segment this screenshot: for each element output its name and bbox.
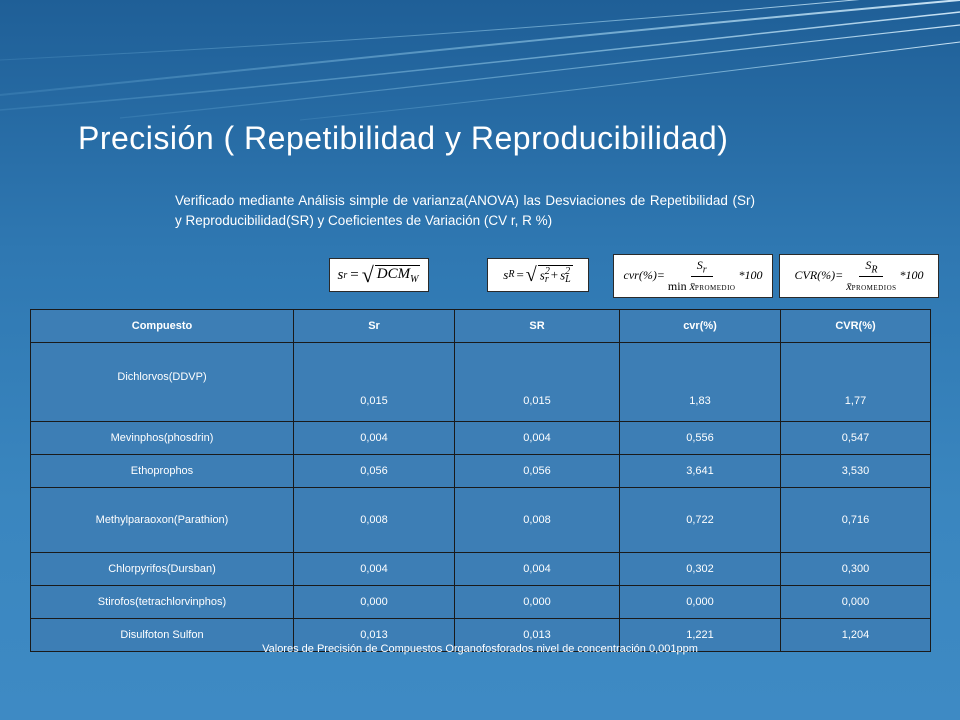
- cell-compound: Chlorpyrifos(Dursban): [30, 552, 294, 586]
- cell-cvr: 0,556: [619, 421, 781, 455]
- cell-sr: 0,004: [293, 552, 455, 586]
- formula-sR-t1-sup: 2: [544, 265, 550, 277]
- cell-sr: 0,008: [293, 487, 455, 553]
- formula-CVR-num-sub: R: [871, 264, 878, 276]
- formula-CVR-den-var: x̄: [846, 279, 852, 294]
- cell-cvr: 0,722: [619, 487, 781, 553]
- cell-SR: 0,004: [454, 421, 620, 455]
- cell-compound: Mevinphos(phosdrin): [30, 421, 294, 455]
- formula-sR-lhs: s: [503, 266, 509, 282]
- cell-sr: 0,000: [293, 585, 455, 619]
- formula-sR-plus: +: [550, 266, 559, 282]
- formula-sR-t2-sup: 2: [565, 265, 571, 277]
- formula-sR-lhs-sub: R: [508, 269, 515, 281]
- formula-sr-eq: =: [350, 266, 359, 283]
- cell-CVR: 3,530: [780, 454, 931, 488]
- formula-CVR-tail: *100: [899, 268, 924, 283]
- slide-subtitle: Verificado mediante Análisis simple de v…: [175, 193, 755, 228]
- header-compuesto: Compuesto: [30, 309, 294, 343]
- formula-cvr: cvr(%)= Sr min x̄PROMEDIO *100: [613, 254, 773, 298]
- cell-CVR: 1,204: [780, 618, 931, 652]
- formula-cvr-num-sub: r: [702, 264, 707, 276]
- table-row: Ethoprophos 0,056 0,056 3,641 3,530: [30, 454, 931, 488]
- cell-compound: Ethoprophos: [30, 454, 294, 488]
- decorative-waves: [0, 0, 960, 121]
- table-row: Mevinphos(phosdrin) 0,004 0,004 0,556 0,…: [30, 421, 931, 455]
- cell-cvr: 1,83: [619, 342, 781, 422]
- formula-cvr-den-note: PROMEDIO: [694, 284, 736, 293]
- formula-CVR-fraction: SR x̄PROMEDIOS: [846, 258, 896, 294]
- formula-sr-radicand: DCM: [376, 266, 411, 282]
- formula-sr-radicand-sub: W: [410, 274, 419, 285]
- cell-cvr: 0,302: [619, 552, 781, 586]
- cell-compound: Disulfoton Sulfon: [30, 618, 294, 652]
- cell-cvr: 0,000: [619, 585, 781, 619]
- cell-CVR: 0,300: [780, 552, 931, 586]
- formula-CVR-den-note: PROMEDIOS: [851, 284, 897, 293]
- table-header-row: Compuesto Sr SR cvr(%) CVR(%): [30, 309, 931, 343]
- slide-title: Precisión ( Repetibilidad y Reproducibil…: [78, 120, 729, 156]
- cell-cvr: 1,221: [619, 618, 781, 652]
- cell-cvr: 3,641: [619, 454, 781, 488]
- cell-sr: 0,013: [293, 618, 455, 652]
- formula-cvr-den-var: x̄: [689, 279, 695, 294]
- precision-table: Compuesto Sr SR cvr(%) CVR(%) Dichlorvos…: [30, 309, 931, 652]
- cell-CVR: 0,716: [780, 487, 931, 553]
- table-row: Stirofos(tetrachlorvinphos) 0,000 0,000 …: [30, 585, 931, 619]
- formula-sR-eq: =: [516, 266, 524, 282]
- header-CVR: CVR(%): [780, 309, 931, 343]
- cell-CVR: 1,77: [780, 342, 931, 422]
- cell-SR: 0,056: [454, 454, 620, 488]
- formula-sR-t2: s: [560, 266, 566, 282]
- formula-CVR: CVR(%)= SR x̄PROMEDIOS *100: [779, 254, 939, 298]
- table-row: Dichlorvos(DDVP) 0,015 0,015 1,83 1,77: [30, 342, 931, 422]
- header-SR: SR: [454, 309, 620, 343]
- formula-cvr-fraction: Sr min x̄PROMEDIO: [668, 258, 736, 294]
- table-row: Chlorpyrifos(Dursban) 0,004 0,004 0,302 …: [30, 552, 931, 586]
- cell-sr: 0,004: [293, 421, 455, 455]
- cell-sr: 0,015: [293, 342, 455, 422]
- formula-sR-t1: s: [539, 266, 545, 282]
- formula-sr-lhs: s: [337, 266, 344, 283]
- table-row: Disulfoton Sulfon 0,013 0,013 1,221 1,20…: [30, 618, 931, 652]
- formula-sr-lhs-sub: r: [343, 269, 348, 281]
- cell-SR: 0,015: [454, 342, 620, 422]
- cell-compound: Dichlorvos(DDVP): [30, 342, 294, 422]
- header-cvr: cvr(%): [619, 309, 781, 343]
- table-caption: Valores de Precisión de Compuestos Organ…: [262, 643, 698, 655]
- formula-CVR-lhs: CVR(%)=: [794, 268, 844, 283]
- header-sr: Sr: [293, 309, 455, 343]
- cell-SR: 0,008: [454, 487, 620, 553]
- formula-CVR-num: S: [865, 257, 872, 272]
- formula-cvr-num: S: [696, 257, 703, 272]
- cell-compound: Methylparaoxon(Parathion): [30, 487, 294, 553]
- formula-cvr-tail: *100: [738, 268, 763, 283]
- cell-sr: 0,056: [293, 454, 455, 488]
- radical-icon: √: [525, 263, 537, 286]
- formula-cvr-lhs: cvr(%)=: [623, 268, 665, 283]
- formula-sR-t1-sub: r: [544, 274, 549, 286]
- formula-sR-t2-sub: L: [565, 274, 571, 286]
- cell-SR: 0,004: [454, 552, 620, 586]
- radical-icon: √: [361, 262, 374, 287]
- formula-cvr-den-pre: min: [667, 279, 687, 294]
- cell-compound: Stirofos(tetrachlorvinphos): [30, 585, 294, 619]
- cell-SR: 0,000: [454, 585, 620, 619]
- cell-SR: 0,013: [454, 618, 620, 652]
- cell-CVR: 0,547: [780, 421, 931, 455]
- cell-CVR: 0,000: [780, 585, 931, 619]
- table-row: Methylparaoxon(Parathion) 0,008 0,008 0,…: [30, 487, 931, 553]
